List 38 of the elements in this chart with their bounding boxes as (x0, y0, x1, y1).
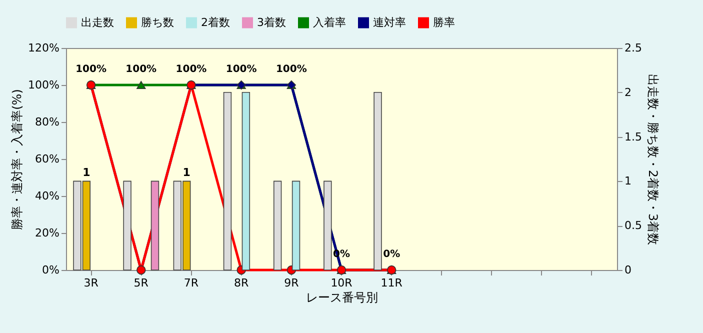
legend-label: 勝率 (433, 16, 455, 29)
legend-label: 勝ち数 (141, 16, 174, 29)
x-tick-label: 10R (330, 276, 353, 290)
legend-label: 入着率 (313, 16, 346, 29)
y-tick-label: 0% (42, 264, 60, 276)
legend-label: 出走数 (81, 16, 114, 29)
y-tick-label: 100% (28, 78, 60, 92)
data-label: 0% (383, 249, 400, 260)
data-label: 100% (126, 64, 157, 75)
data-label: 100% (276, 64, 307, 75)
x-axis-title: レース番号別 (306, 290, 378, 304)
x-tick-label: 11R (380, 276, 403, 290)
data-label: 100% (176, 64, 207, 75)
y-tick-label: 80% (35, 116, 60, 128)
data-label: 100% (226, 64, 257, 75)
x-tick-label: 3R (84, 276, 99, 290)
x-tick-label: 5R (134, 276, 149, 290)
legend-label: 3着数 (257, 16, 286, 29)
data-label: 1 (182, 166, 190, 180)
y2-tick-label: 2 (624, 86, 632, 99)
y-tick-label: 40% (35, 190, 60, 202)
x-tick-label: 7R (184, 276, 199, 290)
data-label: 100% (76, 64, 106, 75)
legend-label: 2着数 (201, 16, 230, 29)
data-label: 1 (82, 166, 90, 180)
y2-axis-title: 出走数・勝ち数・2着数・3着数 (646, 74, 660, 246)
y-tick-label: 120% (28, 42, 60, 54)
legend-label: 連対率 (373, 16, 406, 29)
y2-tick-label: 0 (624, 264, 632, 276)
y2-tick-label: 1 (624, 174, 632, 188)
y-tick-label: 20% (35, 226, 60, 240)
y-axis-title: 勝率・連対率・入着率(%) (10, 89, 24, 230)
x-tick-label: 9R (284, 276, 300, 290)
y2-tick-label: 0.5 (624, 219, 642, 232)
x-tick-label: 8R (234, 276, 249, 290)
y2-tick-label: 2.5 (624, 42, 642, 54)
y-tick-label: 60% (35, 152, 60, 166)
y2-tick-label: 1.5 (624, 130, 642, 144)
